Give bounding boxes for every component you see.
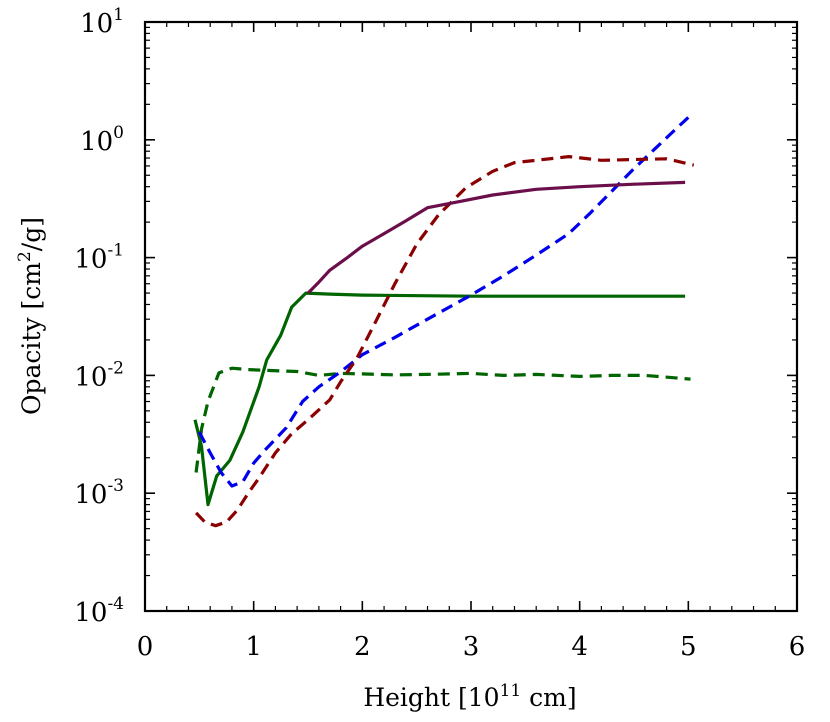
series-line-1: [193, 291, 686, 507]
series-line-3: [197, 116, 690, 488]
x-tick-label: 2: [354, 632, 371, 662]
y-tick-label: 101: [80, 5, 124, 39]
y-tick-label: 10-1: [74, 241, 124, 275]
y-tick-label: 100: [80, 123, 124, 157]
x-tick-label: 6: [789, 632, 806, 662]
x-tick-label: 3: [463, 632, 480, 662]
plot-area-frame: [143, 20, 799, 613]
series-line-2: [194, 366, 691, 473]
x-axis-title: Height [1011 cm]: [363, 681, 576, 712]
y-tick-label: 10-3: [74, 476, 124, 510]
x-tick-label: 0: [137, 632, 154, 662]
x-tick-label: 1: [245, 632, 262, 662]
axis-ticks: [144, 21, 798, 612]
x-tick-label: 5: [680, 632, 697, 662]
y-axis-title: Opacity [cm2/g]: [15, 217, 46, 415]
x-tick-label: 4: [571, 632, 588, 662]
series-line-5: [306, 180, 686, 295]
y-tick-label: 10-2: [74, 358, 124, 392]
y-tick-label: 10-4: [74, 594, 124, 628]
tick-labels: 0 1 2 3 4 5 6 10-4 10-3 10-2 10-1 100 101: [74, 5, 805, 662]
series-layer: [193, 116, 695, 528]
series-line-4: [194, 155, 695, 528]
